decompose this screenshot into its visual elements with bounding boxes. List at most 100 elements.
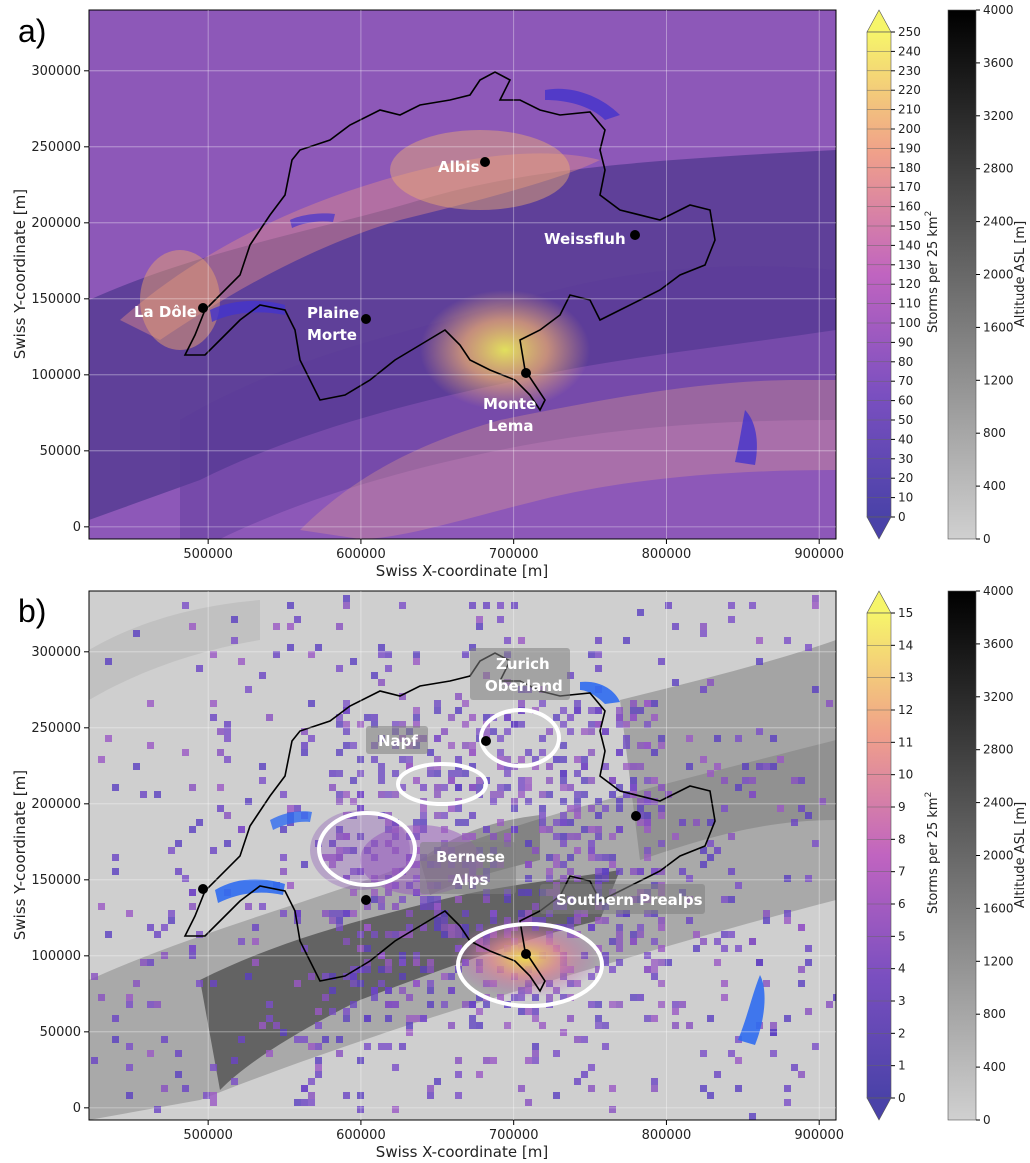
highlight-ellipse-napf [396, 762, 488, 806]
storm-pixel [644, 966, 651, 973]
storm-pixel [448, 770, 455, 777]
storm-pixel [483, 1001, 490, 1008]
storm-pixel [322, 1036, 329, 1043]
alt-tick-label: 2000 [983, 268, 1014, 282]
storm-pixel [644, 742, 651, 749]
panel-a-axis-ticks: 500000 600000 700000 800000 900000 0 50000 1000… [31, 64, 844, 562]
storm-pixel [700, 686, 707, 693]
storm-pixel [511, 721, 518, 728]
storm-pixel [553, 1092, 560, 1099]
storm-pixel [336, 924, 343, 931]
storm-pixel [434, 700, 441, 707]
cbar-tick-label: 50 [898, 413, 913, 427]
storm-pixel [714, 735, 721, 742]
storm-pixel [588, 826, 595, 833]
y-tick-label: 200000 [31, 797, 81, 812]
storm-pixel [497, 756, 504, 763]
storm-pixel [560, 812, 567, 819]
storm-pixel [189, 952, 196, 959]
storm-pixel [231, 1057, 238, 1064]
storm-pixel [189, 903, 196, 910]
storm-pixel [490, 833, 497, 840]
cbar-tick-label: 110 [898, 297, 921, 311]
storm-pixel [462, 924, 469, 931]
storm-pixel [343, 707, 350, 714]
storm-pixel [210, 847, 217, 854]
storm-pixel [210, 700, 217, 707]
storm-pixel [525, 777, 532, 784]
storm-pixel [707, 1015, 714, 1022]
storm-pixel [385, 931, 392, 938]
panel-a-map [89, 10, 836, 539]
panel-a-cbar-label: Storms per 25 km2 [924, 211, 941, 333]
storm-pixel [350, 973, 357, 980]
storm-pixel [693, 819, 700, 826]
x-tick-label: 700000 [489, 547, 539, 562]
storm-pixel [294, 910, 301, 917]
x-tick-label: 600000 [336, 1128, 386, 1143]
storm-pixel [518, 637, 525, 644]
storm-pixel [770, 735, 777, 742]
cbar-tick-label: 12 [898, 703, 913, 717]
storm-pixel [637, 763, 644, 770]
cbar-tick-label: 250 [898, 25, 921, 39]
panel-a-ylabel: Swiss Y-coordinate [m] [11, 189, 29, 359]
storm-pixel [133, 630, 140, 637]
storm-pixel [336, 833, 343, 840]
storm-pixel [224, 812, 231, 819]
y-tick-label: 50000 [40, 1025, 81, 1040]
storm-pixel [511, 826, 518, 833]
storm-pixel [336, 721, 343, 728]
storm-pixel [469, 644, 476, 651]
storm-pixel [343, 973, 350, 980]
alt-tick-label: 400 [983, 1060, 1006, 1074]
storm-pixel [588, 777, 595, 784]
storm-pixel [518, 700, 525, 707]
storm-pixel [357, 931, 364, 938]
storm-pixel [525, 798, 532, 805]
storm-pixel [420, 1015, 427, 1022]
storm-pixel [770, 1029, 777, 1036]
storm-pixel [735, 945, 742, 952]
cbar-tick-label: 160 [898, 200, 921, 214]
storm-pixel [595, 798, 602, 805]
cbar-tick-label: 130 [898, 258, 921, 272]
storm-pixel [259, 903, 266, 910]
storm-pixel [336, 917, 343, 924]
alt-tick-label: 1600 [983, 901, 1014, 915]
storm-pixel [371, 896, 378, 903]
storm-pixel [441, 728, 448, 735]
storm-pixel [511, 798, 518, 805]
storm-pixel [805, 875, 812, 882]
storm-pixel [588, 805, 595, 812]
storm-pixel [616, 721, 623, 728]
storm-pixel [413, 980, 420, 987]
storm-pixel [476, 1071, 483, 1078]
storm-pixel [595, 707, 602, 714]
storm-pixel [448, 805, 455, 812]
storm-pixel [616, 749, 623, 756]
storm-pixel [329, 973, 336, 980]
storm-pixel [357, 1057, 364, 1064]
storm-pixel [385, 665, 392, 672]
storm-pixel [308, 973, 315, 980]
radar-marker-b-plaine-morte [361, 895, 371, 905]
storm-pixel [812, 1043, 819, 1050]
storm-pixel [588, 1085, 595, 1092]
storm-pixel [623, 763, 630, 770]
storm-pixel [385, 1015, 392, 1022]
storm-pixel [280, 854, 287, 861]
cbar-tick-label: 170 [898, 180, 921, 194]
storm-pixel [812, 602, 819, 609]
storm-pixel [371, 714, 378, 721]
storm-pixel [420, 966, 427, 973]
storm-pixel [196, 980, 203, 987]
storm-pixel [546, 994, 553, 1001]
storm-pixel [105, 658, 112, 665]
storm-pixel [231, 1078, 238, 1085]
storm-pixel [175, 868, 182, 875]
storm-pixel [322, 910, 329, 917]
cbar-tick-label: 220 [898, 83, 921, 97]
storm-pixel [154, 1106, 161, 1113]
storm-pixel [462, 721, 469, 728]
